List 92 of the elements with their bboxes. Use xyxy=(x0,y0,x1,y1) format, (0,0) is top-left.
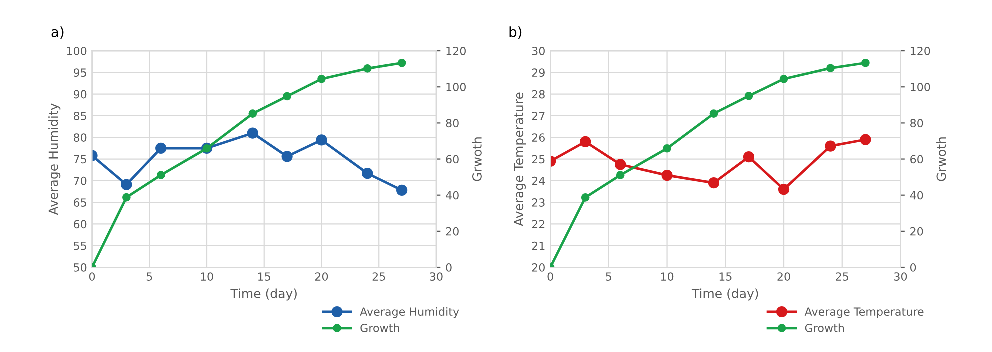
y2-tick-label: 100 xyxy=(446,83,466,92)
chart-title: b) xyxy=(510,26,522,39)
y-tick-label: 90 xyxy=(74,90,87,99)
point xyxy=(780,75,788,84)
point xyxy=(156,142,167,154)
chart-title: a) xyxy=(52,26,64,39)
y2-tick-label: 120 xyxy=(910,47,930,56)
y2-tick-label: 40 xyxy=(446,191,459,200)
y-tick-label: 100 xyxy=(67,47,87,56)
point xyxy=(398,58,406,68)
point xyxy=(156,171,166,180)
x-tick-label: 0 xyxy=(548,272,554,281)
x-tick-label: 20 xyxy=(315,272,328,281)
point xyxy=(318,75,326,84)
y-tick-label: 80 xyxy=(74,134,87,142)
y-tick-label: 50 xyxy=(74,263,87,272)
point xyxy=(316,134,328,146)
point xyxy=(662,170,673,182)
y-tick-label: 85 xyxy=(74,112,86,120)
point xyxy=(743,152,755,163)
point xyxy=(825,140,836,152)
point xyxy=(362,168,374,180)
x-tick-label: 10 xyxy=(201,272,214,281)
x-tick-label: 20 xyxy=(778,272,790,281)
y2-tick-label: 120 xyxy=(446,47,466,56)
y2-tick-label: 0 xyxy=(910,263,916,272)
y-tick-label: 27 xyxy=(532,112,545,120)
y-tick-label: 21 xyxy=(532,242,545,250)
point xyxy=(363,64,372,73)
y-tick-label: 30 xyxy=(532,47,545,56)
point xyxy=(862,58,870,68)
y2-tick-label: 80 xyxy=(446,119,459,128)
point xyxy=(248,110,258,118)
x-tick-label: 15 xyxy=(258,272,270,281)
point xyxy=(744,92,754,100)
point xyxy=(580,136,592,148)
y-tick-label: 20 xyxy=(532,263,545,272)
legend-label: Average Temperature xyxy=(804,308,924,318)
y2-tick-label: 20 xyxy=(910,227,924,236)
y-tick-label: 23 xyxy=(532,198,545,207)
point xyxy=(826,64,835,73)
point xyxy=(708,178,720,189)
y-tick-label: 24 xyxy=(532,176,546,186)
point xyxy=(282,151,293,162)
y-tick-label: 75 xyxy=(74,155,86,164)
x-tick-label: 25 xyxy=(372,272,386,281)
point xyxy=(122,193,131,202)
point xyxy=(663,144,672,153)
x-tick-label: 10 xyxy=(661,272,674,281)
y2-tick-label: 100 xyxy=(910,83,930,92)
y-tick-label: 60 xyxy=(74,220,87,229)
x-tick-label: 0 xyxy=(89,272,96,281)
point xyxy=(283,92,292,101)
point xyxy=(121,179,132,190)
point xyxy=(616,171,625,180)
y-tick-label: 55 xyxy=(74,242,86,250)
point xyxy=(778,184,790,196)
x-tick-label: 25 xyxy=(836,272,848,281)
x-tick-label: 5 xyxy=(146,272,152,281)
y2-tick-label: 60 xyxy=(910,155,924,164)
point xyxy=(860,134,872,146)
legend-label: Average Humidity xyxy=(360,307,460,318)
y2-tick-label: 0 xyxy=(446,263,452,272)
y2-tick-label: 80 xyxy=(910,119,924,128)
y2-tick-label: 40 xyxy=(910,191,924,200)
y-axis-title: Average Humidity xyxy=(48,104,61,216)
y-tick-label: 25 xyxy=(532,155,545,164)
x-tick-label: 30 xyxy=(894,272,908,281)
y-tick-label: 28 xyxy=(532,90,545,99)
y-tick-label: 65 xyxy=(74,198,86,207)
y-tick-label: 29 xyxy=(532,68,545,78)
y-tick-label: 26 xyxy=(532,134,545,142)
y2-tick-label: 20 xyxy=(446,227,459,236)
point xyxy=(710,110,718,118)
point xyxy=(615,159,626,170)
point xyxy=(581,194,590,202)
x-tick-label: 15 xyxy=(720,272,732,281)
legend-label: Growth xyxy=(805,324,844,332)
y-tick-label: 22 xyxy=(532,220,545,228)
x-tick-label: 5 xyxy=(606,272,612,281)
point xyxy=(247,128,258,139)
x-axis-title: Time (day) xyxy=(230,288,297,301)
point xyxy=(396,184,408,196)
y-axis-title: Average Temperature xyxy=(514,92,526,226)
y2-tick-label: 60 xyxy=(446,155,459,164)
legend-label: Growth xyxy=(360,324,400,332)
y2-axis-title: Grwoth xyxy=(472,138,482,182)
y2-axis-title: Grwoth xyxy=(936,138,946,182)
x-tick-label: 30 xyxy=(430,272,443,281)
x-axis-title: Time (day) xyxy=(692,288,758,301)
y-tick-label: 70 xyxy=(74,176,87,186)
y-tick-label: 95 xyxy=(74,68,86,78)
